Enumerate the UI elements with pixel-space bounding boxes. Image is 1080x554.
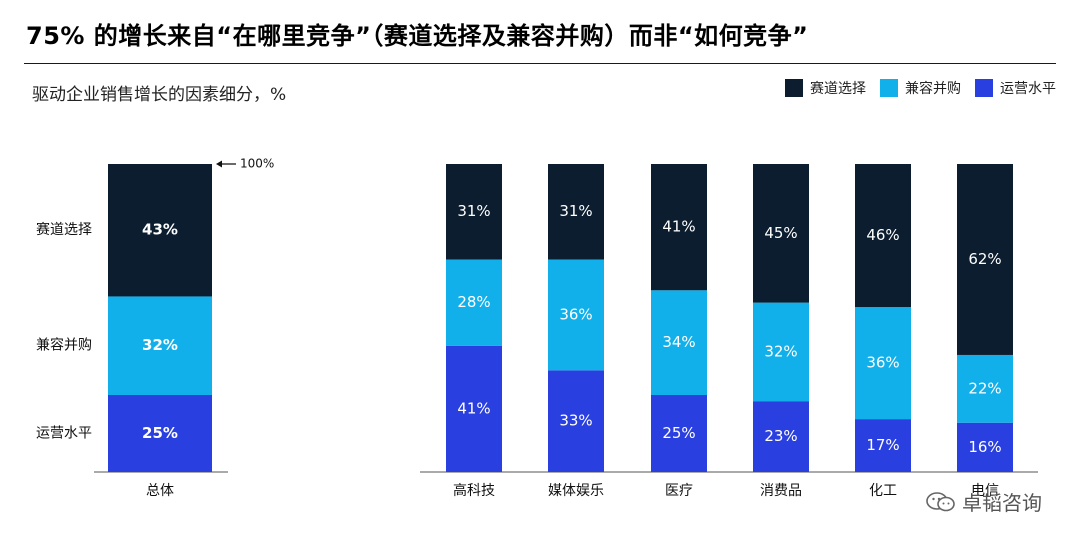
- industry-bar-4-2: [855, 164, 911, 308]
- overall-data-label-0: 25%: [142, 424, 178, 442]
- watermark: 卓韬咨询: [926, 487, 1042, 516]
- industry-category-label-0: 高科技: [453, 482, 495, 499]
- industry-data-label-3-2: 45%: [764, 224, 797, 242]
- industry-data-label-0-0: 41%: [457, 399, 490, 417]
- wechat-icon: [926, 491, 956, 513]
- industry-data-label-2-1: 34%: [662, 333, 695, 351]
- industry-data-label-3-0: 23%: [764, 427, 797, 445]
- industry-data-label-5-2: 62%: [968, 250, 1001, 268]
- overall-bar-segment-0: [108, 395, 212, 472]
- overall-row-label-0: 赛道选择: [36, 222, 92, 238]
- page-title: 75% 的增长来自“在哪里竞争”（赛道选择及兼容并购）而非“如何竞争”: [26, 22, 809, 50]
- industry-bar-5-0: [957, 422, 1013, 472]
- industry-bar-1-0: [548, 370, 604, 472]
- total-arrow-head: [216, 160, 222, 168]
- industry-data-label-0-1: 28%: [457, 293, 490, 311]
- industry-bar-0-2: [446, 164, 502, 260]
- legend-label-ma: 兼容并购: [905, 81, 961, 97]
- industry-bar-3-2: [753, 164, 809, 303]
- industry-data-label-1-2: 31%: [559, 202, 592, 220]
- industry-data-label-5-0: 16%: [968, 438, 1001, 456]
- industry-data-label-2-2: 41%: [662, 218, 695, 236]
- industry-category-label-2: 医疗: [665, 483, 693, 499]
- overall-data-label-1: 32%: [142, 336, 178, 354]
- legend-label-track: 赛道选择: [810, 81, 866, 97]
- industry-data-label-4-2: 46%: [866, 226, 899, 244]
- industry-bar-3-1: [753, 302, 809, 402]
- overall-row-label-1: 兼容并购: [36, 337, 92, 354]
- industry-category-label-1: 媒体娱乐: [548, 483, 604, 499]
- industry-bar-0-0: [446, 345, 502, 472]
- industry-bar-1-2: [548, 164, 604, 260]
- legend-swatch-ops: [975, 79, 993, 97]
- industry-data-label-3-1: 32%: [764, 342, 797, 360]
- industry-bar-2-0: [651, 395, 707, 472]
- industry-data-label-0-2: 31%: [457, 202, 490, 220]
- industry-data-label-2-0: 25%: [662, 424, 695, 442]
- industry-category-label-3: 消费品: [760, 483, 802, 499]
- overall-category-label: 总体: [146, 483, 174, 499]
- title-divider: [24, 63, 1056, 64]
- industry-data-label-1-0: 33%: [559, 412, 592, 430]
- overall-row-label-2: 运营水平: [36, 426, 92, 442]
- industry-data-label-4-0: 17%: [866, 436, 899, 454]
- industry-category-label-5: 电信: [971, 483, 999, 499]
- industry-bar-4-1: [855, 307, 911, 420]
- industry-bar-0-1: [446, 259, 502, 346]
- industry-category-label-4: 化工: [869, 483, 897, 499]
- chart-subtitle: 驱动企业销售增长的因素细分，%: [32, 85, 287, 105]
- industry-bar-4-0: [855, 419, 911, 472]
- industry-data-label-5-1: 22%: [968, 379, 1001, 397]
- industry-bar-2-1: [651, 290, 707, 395]
- watermark-text: 卓韬咨询: [962, 491, 1042, 515]
- industry-data-label-1-1: 36%: [559, 305, 592, 323]
- industry-bar-5-1: [957, 354, 1013, 423]
- legend-item-ma: 兼容并购: [880, 78, 961, 98]
- industry-bar-1-1: [548, 259, 604, 371]
- legend-item-ops: 运营水平: [975, 78, 1056, 98]
- industry-bar-5-2: [957, 164, 1013, 355]
- legend-label-ops: 运营水平: [1000, 81, 1056, 97]
- chart-legend: 赛道选择 兼容并购 运营水平: [785, 78, 1056, 98]
- industry-data-label-4-1: 36%: [866, 354, 899, 372]
- total-annotation: 100%: [240, 157, 274, 171]
- legend-swatch-ma: [880, 79, 898, 97]
- legend-item-track: 赛道选择: [785, 78, 866, 98]
- overall-data-label-2: 43%: [142, 221, 178, 239]
- overall-bar-segment-2: [108, 164, 212, 297]
- legend-swatch-track: [785, 79, 803, 97]
- industry-bar-2-2: [651, 164, 707, 291]
- industry-bar-3-0: [753, 401, 809, 472]
- overall-bar-segment-1: [108, 296, 212, 395]
